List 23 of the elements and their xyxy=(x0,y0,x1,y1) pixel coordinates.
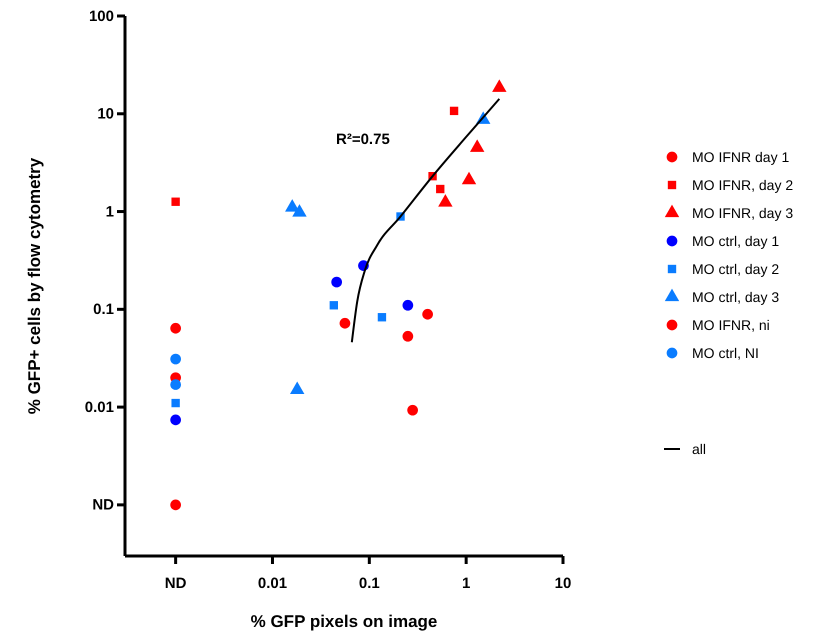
y-tick-label: 0.1 xyxy=(93,301,114,318)
legend-label: MO ctrl, day 1 xyxy=(692,233,780,249)
y-axis-title: % GFP+ cells by flow cytometry xyxy=(25,157,44,414)
y-tick-label: 1 xyxy=(106,203,114,220)
y-tick-label: ND xyxy=(92,496,114,514)
x-tick-label: 0.1 xyxy=(358,575,380,592)
annotation: R²=0.75 xyxy=(336,131,390,148)
legend-label: MO IFNR, day 2 xyxy=(692,177,794,193)
legend-label: all xyxy=(692,441,706,457)
x-tick-label: 1 xyxy=(462,575,470,592)
y-tick-label: 0.01 xyxy=(84,398,114,416)
y-tick-label: 100 xyxy=(88,8,114,25)
x-tick-label: 10 xyxy=(554,575,572,592)
x-tick-label: 0.01 xyxy=(258,575,288,592)
y-tick-label: 10 xyxy=(97,106,114,123)
x-tick-label: ND xyxy=(164,575,187,592)
legend-label: MO ctrl, NI xyxy=(692,345,759,361)
legend-label: MO ctrl, day 2 xyxy=(692,261,780,277)
x-axis-title: % GFP pixels on image xyxy=(250,612,438,631)
legend-label: MO IFNR day 1 xyxy=(692,149,790,165)
legend-label: MO ctrl, day 3 xyxy=(692,289,780,305)
legend-label: MO IFNR, day 3 xyxy=(692,205,794,221)
legend-label: MO IFNR, ni xyxy=(692,317,770,333)
